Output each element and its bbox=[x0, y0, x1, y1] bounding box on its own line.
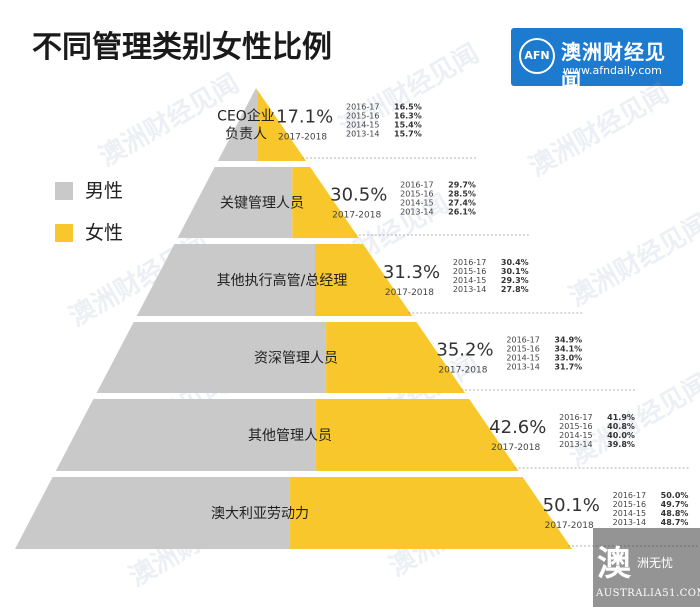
history-year-label: 2013-14 bbox=[613, 518, 646, 527]
data-label-female-pct: 35.2% bbox=[436, 340, 493, 361]
history-value-label: 29.7% bbox=[448, 181, 476, 190]
bar-segment-male bbox=[55, 399, 316, 471]
bar-segment-female bbox=[315, 399, 519, 471]
history-value-label: 30.4% bbox=[501, 258, 529, 267]
history-value-label: 30.1% bbox=[501, 267, 529, 276]
history-year-label: 2016-17 bbox=[613, 491, 646, 500]
category-label: 关键管理人员 bbox=[220, 196, 304, 212]
legend-swatch-male bbox=[55, 182, 73, 200]
legend-label-male: 男性 bbox=[85, 180, 124, 202]
history-value-label: 40.8% bbox=[607, 422, 635, 431]
history-year-label: 2015-16 bbox=[453, 267, 486, 276]
data-label-period: 2017-2018 bbox=[491, 443, 540, 453]
history-year-label: 2013-14 bbox=[346, 130, 379, 139]
history-year-label: 2013-14 bbox=[400, 208, 433, 217]
bar-segment-female bbox=[326, 322, 466, 393]
history-value-label: 39.8% bbox=[607, 440, 635, 449]
history-year-label: 2014-15 bbox=[453, 276, 486, 285]
page-title: 不同管理类别女性比例 bbox=[32, 30, 332, 65]
history-year-label: 2014-15 bbox=[400, 199, 433, 208]
data-label-female-pct: 42.6% bbox=[489, 417, 546, 438]
history-year-label: 2015-16 bbox=[613, 500, 646, 509]
data-label-period: 2017-2018 bbox=[332, 211, 381, 221]
corner-logo-small-text: 洲无忧 bbox=[637, 556, 674, 570]
bar-segment-female bbox=[314, 244, 413, 316]
history-value-label: 48.7% bbox=[661, 518, 689, 527]
data-label-period: 2017-2018 bbox=[438, 366, 487, 376]
history-value-label: 15.4% bbox=[394, 121, 422, 130]
legend-item-female: 女性 bbox=[55, 218, 123, 245]
bar-segment-male bbox=[217, 88, 258, 161]
category-label: 其他管理人员 bbox=[248, 428, 332, 444]
history-value-label: 33.0% bbox=[554, 354, 582, 363]
corner-site-logo: 澳 洲无忧 AUSTRALIA51.COM bbox=[593, 528, 700, 607]
data-label-female-pct: 31.3% bbox=[383, 262, 440, 283]
history-year-label: 2015-16 bbox=[400, 190, 433, 199]
history-value-label: 40.0% bbox=[607, 431, 635, 440]
data-label-female-pct: 50.1% bbox=[543, 495, 600, 516]
history-value-label: 49.7% bbox=[661, 500, 689, 509]
bar-segment-female bbox=[290, 477, 572, 549]
history-value-label: 27.8% bbox=[501, 285, 529, 294]
legend-swatch-female bbox=[55, 224, 73, 242]
history-year-label: 2015-16 bbox=[506, 345, 539, 354]
category-label: 负责人 bbox=[225, 127, 267, 143]
bar-segment-male bbox=[177, 167, 293, 238]
history-value-label: 29.3% bbox=[501, 276, 529, 285]
corner-logo-big-char: 澳 bbox=[597, 544, 631, 584]
history-year-label: 2016-17 bbox=[506, 336, 539, 345]
bar-segment-female bbox=[292, 167, 359, 238]
legend-label-female: 女性 bbox=[85, 222, 124, 244]
category-label: 资深管理人员 bbox=[254, 351, 338, 367]
brand-url: www.afndaily.com bbox=[563, 64, 662, 77]
history-year-label: 2014-15 bbox=[346, 121, 379, 130]
history-year-label: 2013-14 bbox=[453, 285, 486, 294]
data-label-period: 2017-2018 bbox=[385, 288, 434, 298]
history-year-label: 2016-17 bbox=[453, 258, 486, 267]
bar-segment-male bbox=[136, 244, 315, 316]
data-label-female-pct: 17.1% bbox=[276, 107, 333, 128]
history-value-label: 48.8% bbox=[661, 509, 689, 518]
history-value-label: 16.3% bbox=[394, 112, 422, 121]
brand-name: 澳洲财经见闻 bbox=[561, 40, 666, 93]
category-label: 澳大利亚劳动力 bbox=[211, 506, 309, 522]
category-label: 其他执行高管/总经理 bbox=[217, 272, 348, 289]
history-value-label: 50.0% bbox=[661, 491, 689, 500]
history-year-label: 2014-15 bbox=[559, 431, 592, 440]
history-value-label: 41.9% bbox=[607, 413, 635, 422]
bar-segment-male bbox=[15, 477, 291, 549]
data-label-female-pct: 30.5% bbox=[330, 185, 387, 206]
history-year-label: 2015-16 bbox=[559, 422, 592, 431]
history-value-label: 16.5% bbox=[394, 103, 422, 112]
history-year-label: 2015-16 bbox=[346, 112, 379, 121]
afn-logo-icon: AFN bbox=[519, 38, 555, 74]
bar-segment-female bbox=[256, 88, 307, 161]
history-year-label: 2013-14 bbox=[506, 363, 539, 372]
brand-logo: AFN 澳洲财经见闻 www.afndaily.com bbox=[511, 28, 683, 93]
bar-segment-male bbox=[96, 322, 327, 393]
history-year-label: 2016-17 bbox=[559, 413, 592, 422]
history-value-label: 34.1% bbox=[554, 345, 582, 354]
data-label-period: 2017-2018 bbox=[278, 133, 327, 143]
history-year-label: 2013-14 bbox=[559, 440, 592, 449]
history-year-label: 2016-17 bbox=[346, 103, 379, 112]
category-label: CEO企业 bbox=[217, 108, 275, 125]
history-value-label: 31.7% bbox=[554, 363, 582, 372]
legend-item-male: 男性 bbox=[55, 176, 123, 203]
history-year-label: 2016-17 bbox=[400, 181, 433, 190]
history-value-label: 27.4% bbox=[448, 199, 476, 208]
data-label-period: 2017-2018 bbox=[545, 521, 594, 531]
history-year-label: 2014-15 bbox=[613, 509, 646, 518]
history-value-label: 28.5% bbox=[448, 190, 476, 199]
history-value-label: 15.7% bbox=[394, 130, 422, 139]
history-year-label: 2014-15 bbox=[506, 354, 539, 363]
corner-logo-en-text: AUSTRALIA51.COM bbox=[596, 588, 700, 599]
history-value-label: 26.1% bbox=[448, 208, 476, 217]
history-value-label: 34.9% bbox=[554, 336, 582, 345]
